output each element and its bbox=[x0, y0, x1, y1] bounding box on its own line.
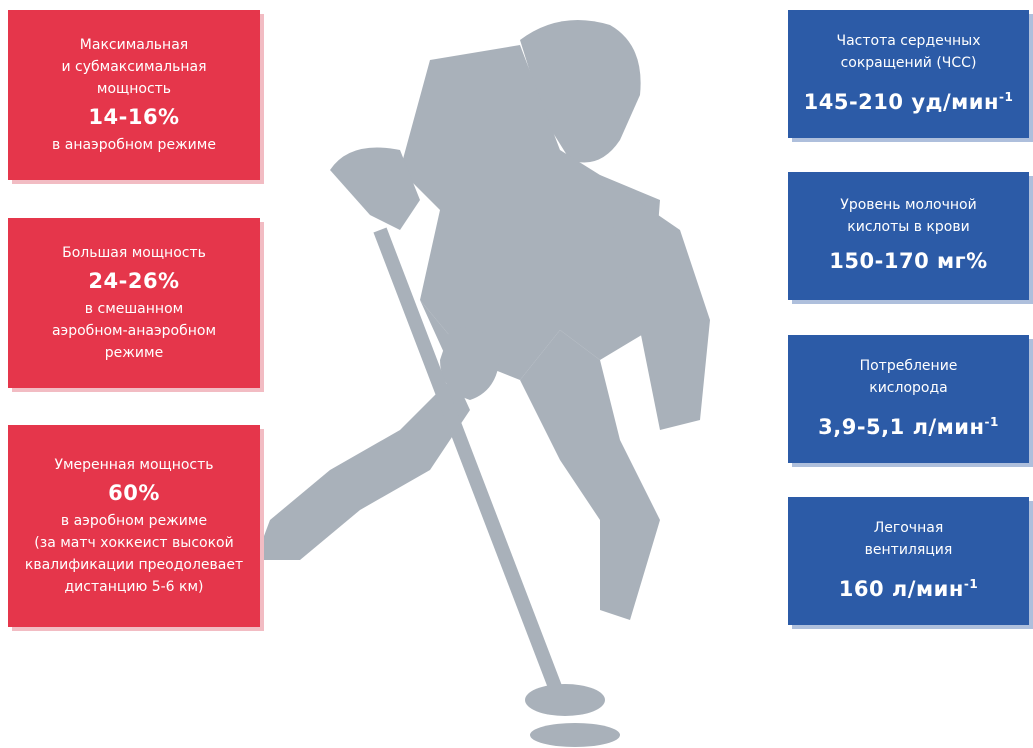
box-note: режиме bbox=[105, 342, 163, 364]
box-title: Частота сердечных bbox=[836, 30, 980, 52]
box-value-sup: -1 bbox=[999, 90, 1013, 104]
box-value-wrap: 3,9-5,1 л/мин-1 bbox=[818, 405, 999, 444]
box-note: (за матч хоккеист высокой bbox=[34, 532, 233, 554]
box-note: в аэробном режиме bbox=[61, 510, 207, 532]
box-note: в смешанном bbox=[85, 298, 183, 320]
box-title: Умеренная мощность bbox=[54, 454, 213, 476]
box-value: 24-26% bbox=[88, 264, 179, 298]
box-title: вентиляция bbox=[865, 539, 953, 561]
box-value: 14-16% bbox=[88, 100, 179, 134]
box-value: 3,9-5,1 л/мин bbox=[818, 415, 984, 439]
box-note: квалификации преодолевает bbox=[25, 554, 243, 576]
box-value: 150-170 мг% bbox=[829, 249, 987, 273]
box-title: Потребление bbox=[860, 355, 958, 377]
box-value-wrap: 150-170 мг% bbox=[829, 244, 987, 278]
box-title: Большая мощность bbox=[62, 242, 206, 264]
box-title: и субмаксимальная bbox=[61, 56, 206, 78]
box-title: Уровень молочной bbox=[840, 194, 976, 216]
box-title: мощность bbox=[97, 78, 171, 100]
box-note: аэробном-анаэробном bbox=[52, 320, 216, 342]
box-title: Легочная bbox=[874, 517, 944, 539]
box-value-sup: -1 bbox=[964, 577, 978, 591]
box-value-wrap: 145-210 уд/мин-1 bbox=[804, 80, 1014, 119]
box-value: 160 л/мин bbox=[839, 577, 964, 601]
box-title: кислорода bbox=[869, 377, 947, 399]
box-value: 145-210 уд/мин bbox=[804, 90, 999, 114]
box-title: кислоты в крови bbox=[847, 216, 969, 238]
box-note: дистанцию 5-6 км) bbox=[64, 576, 203, 598]
box-value-sup: -1 bbox=[985, 415, 999, 429]
box-title: Максимальная bbox=[80, 34, 188, 56]
page: Максимальнаяи субмаксимальнаямощность14-… bbox=[0, 0, 1033, 748]
box-value-wrap: 160 л/мин-1 bbox=[839, 567, 978, 606]
box-value: 60% bbox=[108, 476, 160, 510]
box-note: в анаэробном режиме bbox=[52, 134, 216, 156]
box-title: сокращений (ЧСС) bbox=[841, 52, 977, 74]
